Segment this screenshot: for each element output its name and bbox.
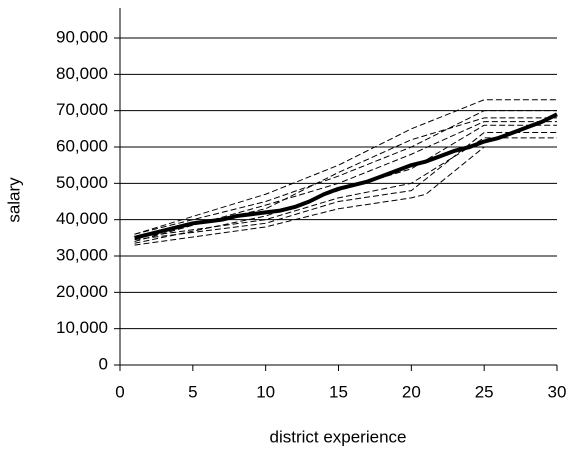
y-tick-label: 80,000 xyxy=(56,64,108,83)
y-tick-label: 40,000 xyxy=(56,209,108,228)
dashed-line xyxy=(134,124,557,244)
y-tick-label: 70,000 xyxy=(56,100,108,119)
x-tick-label: 0 xyxy=(115,382,124,401)
dashed-line xyxy=(134,110,557,235)
dashed-line xyxy=(134,121,557,242)
y-tick-label: 50,000 xyxy=(56,173,108,192)
y-tick-label: 60,000 xyxy=(56,136,108,155)
y-tick-label: 30,000 xyxy=(56,245,108,264)
y-axis-label: salary xyxy=(4,177,23,223)
x-tick-label: 15 xyxy=(329,382,348,401)
x-tick-label: 25 xyxy=(475,382,494,401)
x-tick-label: 10 xyxy=(256,382,275,401)
y-tick-label: 10,000 xyxy=(56,318,108,337)
y-tick-label: 20,000 xyxy=(56,282,108,301)
x-tick-label: 5 xyxy=(188,382,197,401)
dashed-line xyxy=(134,146,557,246)
x-tick-label: 20 xyxy=(402,382,421,401)
dashed-line xyxy=(134,131,557,241)
dashed-line xyxy=(134,99,557,235)
x-tick-label: 30 xyxy=(548,382,567,401)
average-line xyxy=(134,112,558,240)
y-tick-label: 0 xyxy=(99,354,108,373)
x-axis-label: district experience xyxy=(269,427,406,446)
y-tick-label: 90,000 xyxy=(56,27,108,46)
